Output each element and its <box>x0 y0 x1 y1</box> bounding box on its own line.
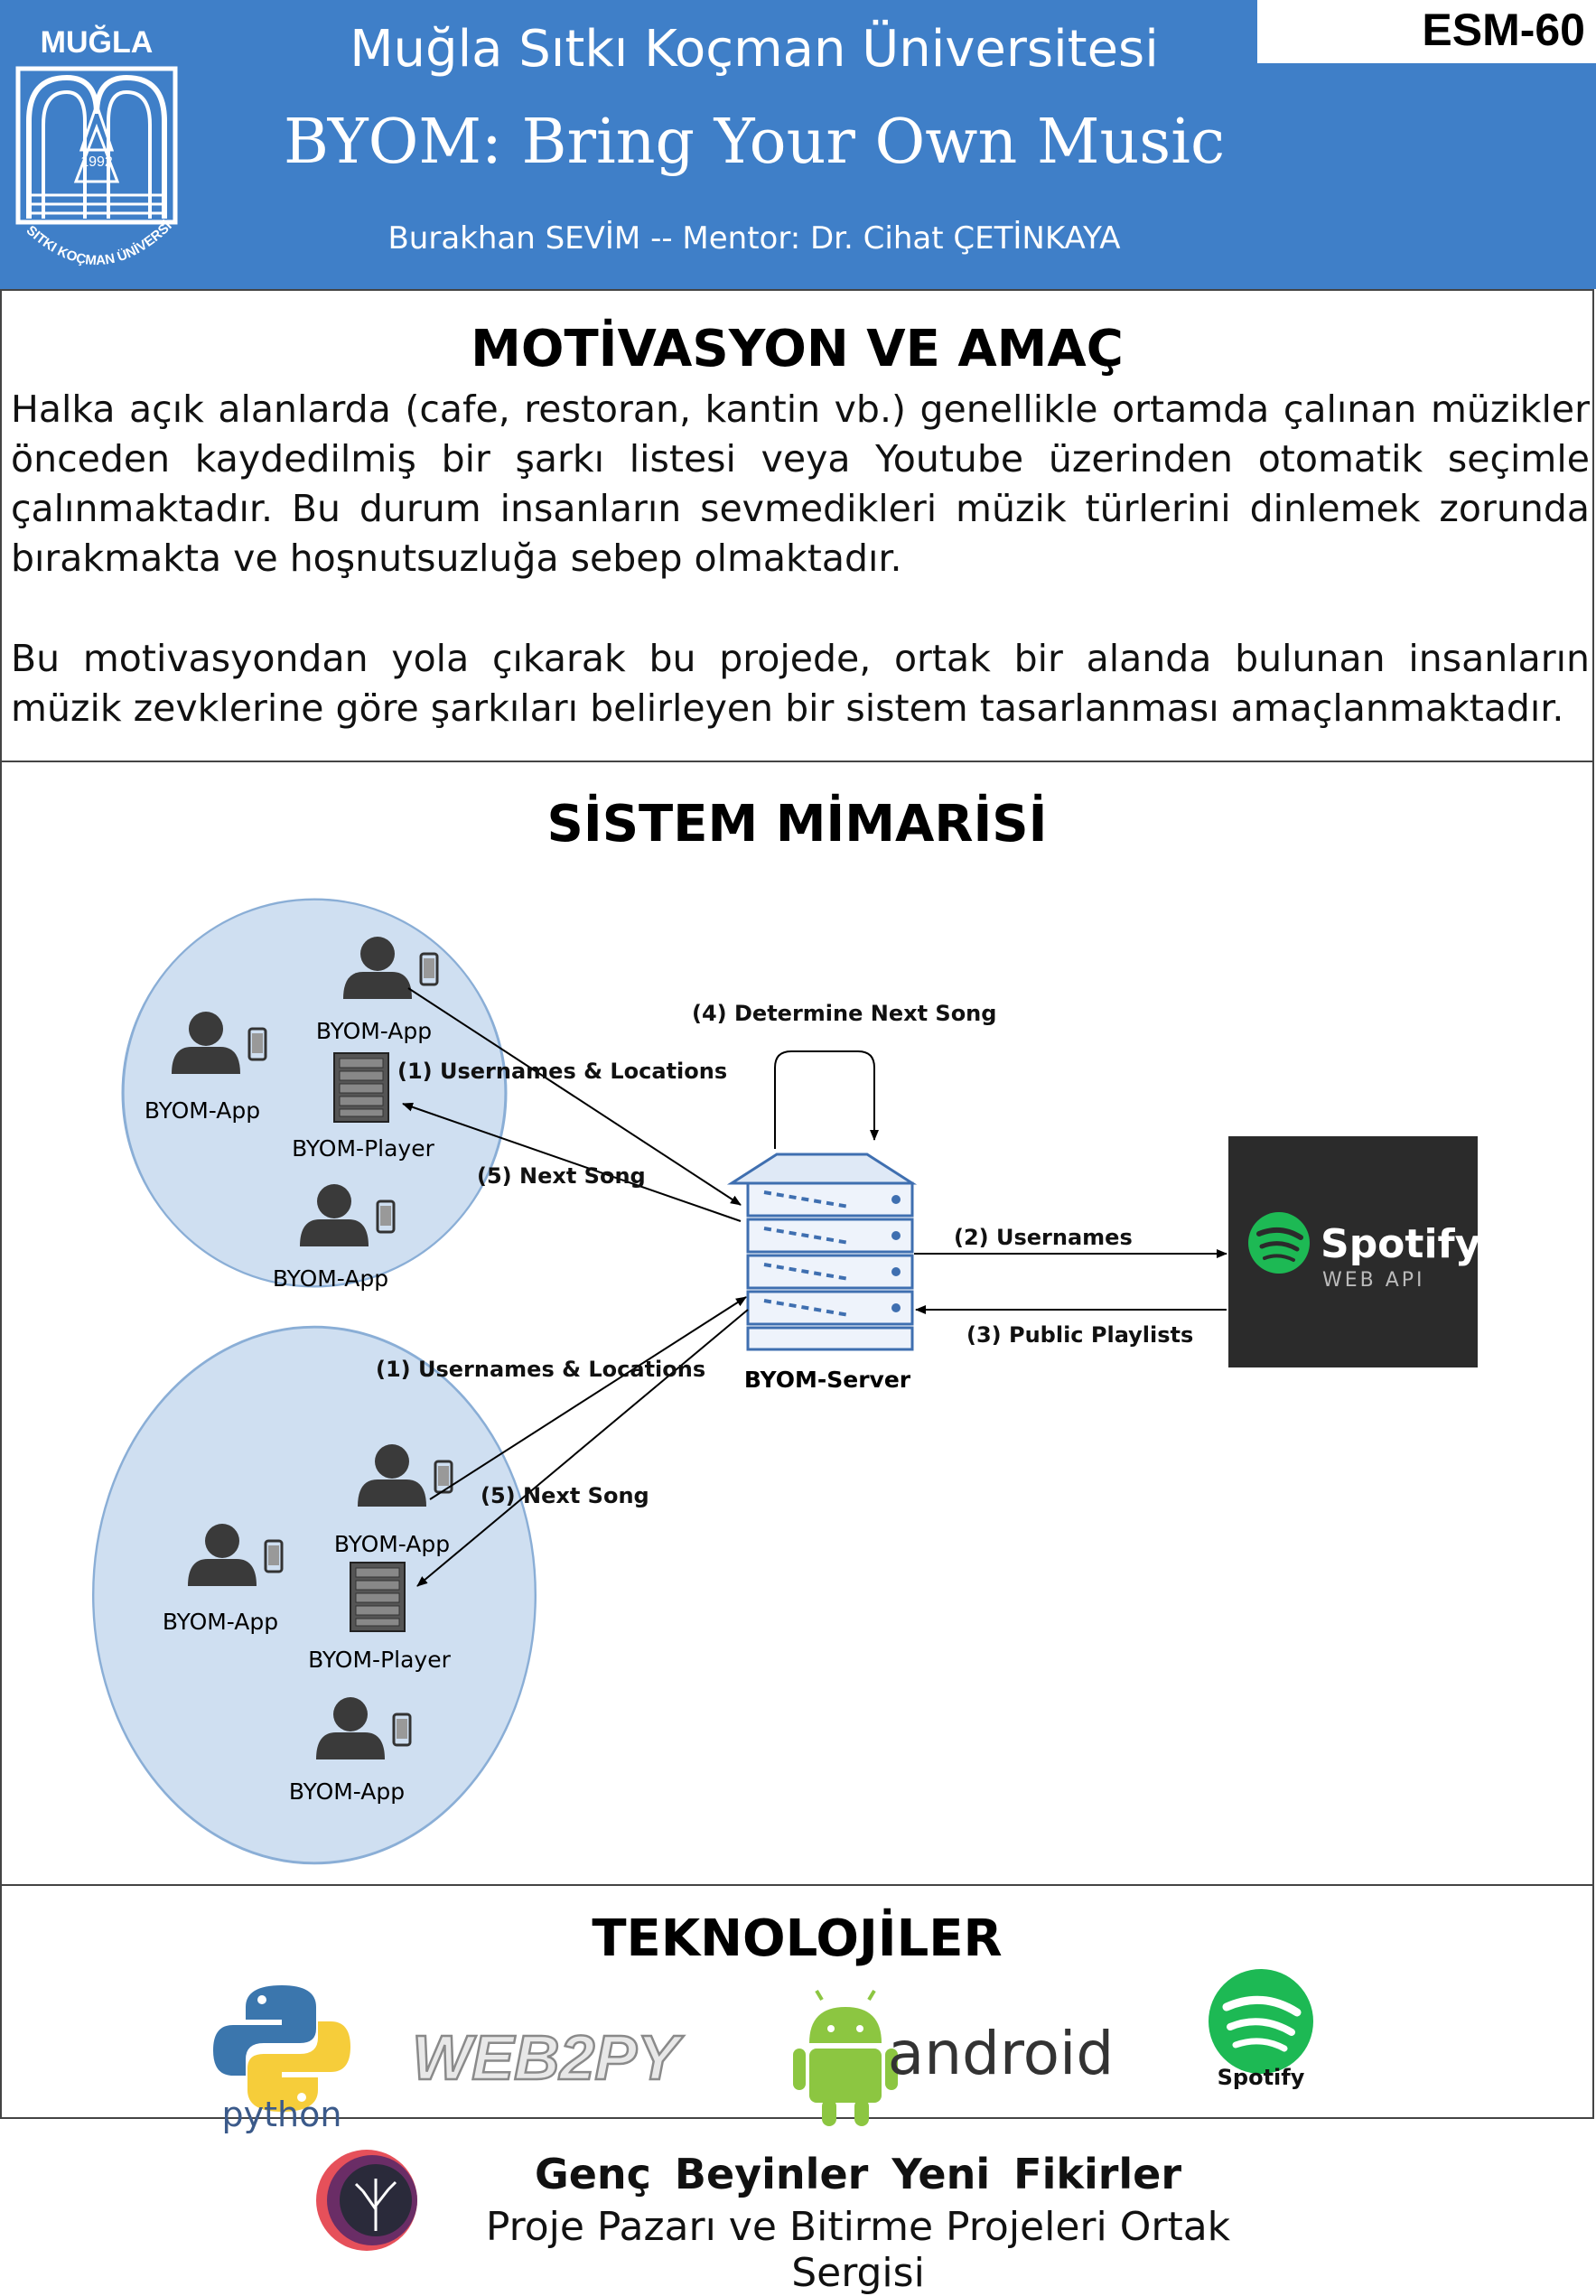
label-usernames: (2) Usernames <box>954 1225 1133 1250</box>
app-label: BYOM-App <box>289 1778 405 1805</box>
byom-server-icon <box>726 1153 918 1351</box>
label-next-song-1: (5) Next Song <box>477 1163 646 1189</box>
arrow-determine-next-song <box>774 1050 879 1149</box>
server-label: BYOM-Server <box>744 1367 911 1393</box>
location-circle-2 <box>92 1325 537 1865</box>
footer-line-1: Genç Beyinler Yeni Fikirler <box>534 2150 1182 2198</box>
footer-line-2: Proje Pazarı ve Bitirme Projeleri Ortak … <box>485 2204 1231 2296</box>
poster-header: MUĞLA 1992 SITKI KOÇMAN ÜNİVERSİTESİ Muğ… <box>0 0 1596 289</box>
logo-name: MUĞLA <box>41 25 154 60</box>
poster-title: BYOM: Bring Your Own Music <box>283 107 1226 178</box>
label-determine-next-song: (4) Determine Next Song <box>692 1001 996 1026</box>
university-name: Muğla Sıtkı Koçman Üniversitesi <box>350 20 1159 79</box>
arrow-next-song-2 <box>416 1309 749 1587</box>
app-label: BYOM-App <box>316 1018 432 1044</box>
exhibition-logo-icon <box>316 2150 417 2251</box>
technologies-section: TEKNOLOJİLER <box>0 1884 1594 2119</box>
app-label: BYOM-App <box>273 1265 388 1292</box>
app-label: BYOM-App <box>145 1097 260 1124</box>
player-label: BYOM-Player <box>308 1647 451 1673</box>
arrow-next-song-1 <box>402 1102 742 1222</box>
arrow-usernames-locations-1 <box>407 987 742 1206</box>
app-label: BYOM-App <box>334 1531 450 1557</box>
motivation-section: MOTİVASYON VE AMAÇ Halka açık alanlarda … <box>0 289 1594 762</box>
spotify-brand: Spotify <box>1321 1221 1480 1267</box>
app-label: BYOM-App <box>163 1609 278 1635</box>
label-public-playlists: (3) Public Playlists <box>966 1322 1193 1348</box>
player-label: BYOM-Player <box>292 1135 434 1162</box>
spotify-web-api: WEB API <box>1322 1269 1425 1292</box>
player-server-icon <box>333 1052 389 1123</box>
label-usernames-locations-1: (1) Usernames & Locations <box>397 1059 727 1084</box>
label-usernames-locations-2: (1) Usernames & Locations <box>376 1357 705 1382</box>
motivation-paragraph-2: Bu motivasyondan yola çıkarak bu projede… <box>11 637 1590 730</box>
project-code: ESM-60 <box>1422 5 1585 55</box>
player-server-icon <box>350 1562 406 1632</box>
logo-year: 1992 <box>80 154 113 170</box>
architecture-title: SİSTEM MİMARİSİ <box>546 795 1048 854</box>
authors-line: Burakhan SEVİM -- Mentor: Dr. Cihat ÇETİ… <box>387 220 1121 257</box>
motivation-paragraph-1: Halka açık alanlarda (cafe, restoran, ka… <box>11 387 1590 580</box>
university-logo: MUĞLA 1992 SITKI KOÇMAN ÜNİVERSİTESİ <box>11 14 178 268</box>
technologies-title: TEKNOLOJİLER <box>592 1909 1003 1968</box>
motivation-title: MOTİVASYON VE AMAÇ <box>471 320 1124 378</box>
arrow-usernames-locations-2 <box>429 1296 747 1500</box>
label-next-song-2: (5) Next Song <box>481 1483 649 1508</box>
code-box: ESM-60 <box>1257 0 1596 63</box>
spotify-logo-icon <box>1248 1212 1310 1274</box>
